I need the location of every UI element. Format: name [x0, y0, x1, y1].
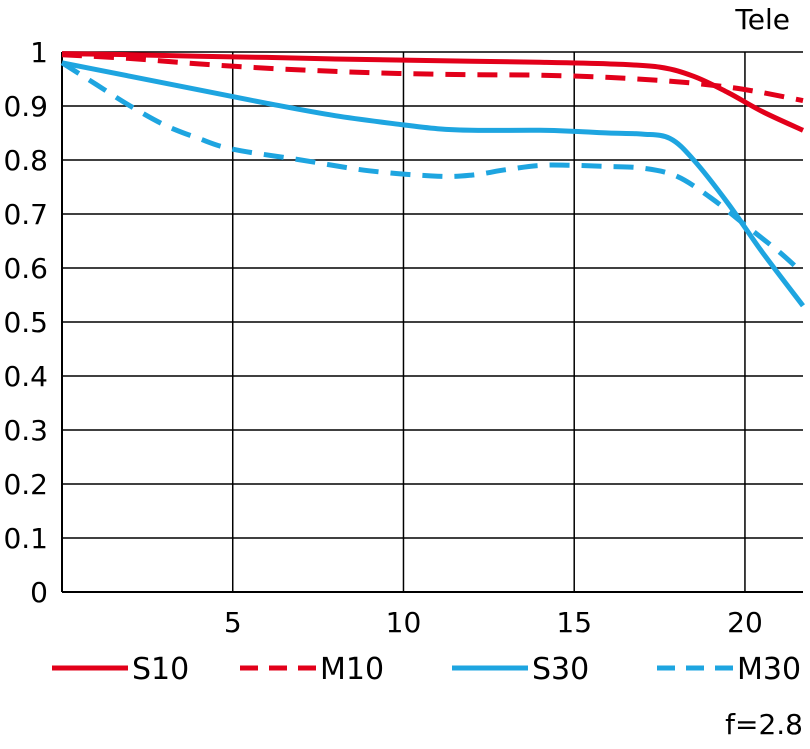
y-tick-labels: 0 0.1 0.2 0.3 0.4 0.5 0.6 0.7 0.8 0.9 1 [3, 36, 48, 609]
corner-label-top: Tele [734, 3, 790, 36]
x-tick-label: 15 [556, 606, 592, 639]
y-tick-label: 0.4 [3, 360, 48, 393]
y-tick-label: 0.9 [3, 90, 48, 123]
series-line-m30 [60, 60, 805, 276]
y-tick-label: 0.2 [3, 468, 48, 501]
y-tick-label: 0.3 [3, 414, 48, 447]
y-tick-label: 0.7 [3, 198, 48, 231]
y-tick-label: 0.8 [3, 144, 48, 177]
x-tick-label: 10 [386, 606, 422, 639]
y-tick-label: 0.5 [3, 306, 48, 339]
x-tick-label: 20 [727, 606, 763, 639]
grid [62, 51, 803, 592]
y-tick-label: 0 [30, 576, 48, 609]
y-tick-label: 1 [30, 36, 48, 69]
x-tick-labels: 5 10 15 20 [224, 606, 763, 639]
y-tick-label: 0.6 [3, 252, 48, 285]
legend-label-m30: M30 [737, 652, 801, 687]
corner-label-bottom: f=2.8 [725, 708, 803, 741]
series-line-s30 [61, 60, 805, 308]
legend-label-m10: M10 [320, 652, 384, 687]
y-tick-label: 0.1 [3, 522, 48, 555]
legend-label-s30: S30 [532, 652, 589, 687]
legend: S10 M10 S30 M30 [52, 652, 801, 687]
axes [61, 52, 803, 593]
series-group [60, 51, 805, 308]
legend-label-s10: S10 [132, 652, 189, 687]
x-tick-label: 5 [224, 606, 242, 639]
series-line-s10 [61, 51, 805, 133]
series-line-m10 [61, 52, 804, 104]
